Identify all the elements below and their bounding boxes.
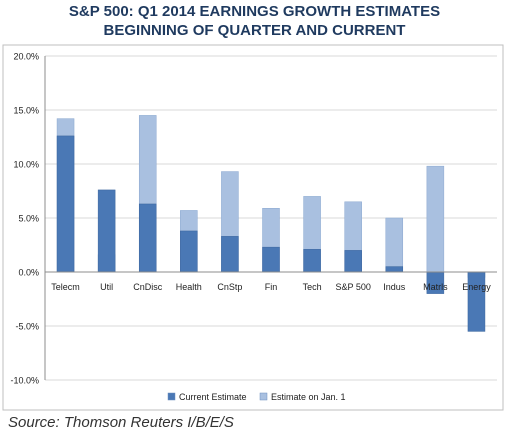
- x-tick-label: Fin: [265, 282, 278, 292]
- x-tick-label: Util: [100, 282, 113, 292]
- chart: -10.0% -5.0% 0.0% 5.0% 10.0% 15.0% 20.0% Telec…: [2, 44, 504, 411]
- bar-current-estimate: [262, 246, 280, 273]
- y-tick-label: 5.0%: [18, 214, 39, 224]
- x-tick-label: Tech: [303, 282, 322, 292]
- x-tick-label: Health: [176, 282, 202, 292]
- chart-border: [2, 44, 504, 411]
- y-tick-label: 20.0%: [13, 52, 39, 62]
- source-note: Source: Thomson Reuters I/B/E/S: [8, 414, 234, 431]
- legend: Current Estimate Estimate on Jan. 1: [167, 392, 346, 402]
- x-tick-label: Energy: [462, 282, 491, 292]
- chart-title: S&P 500: Q1 2014 EARNINGS GROWTH ESTIMAT…: [68, 3, 441, 20]
- y-tick-label: 15.0%: [13, 106, 39, 116]
- bar-current-estimate: [303, 249, 321, 273]
- x-axis-ticks: Telecm Util CnDisc Health CnStp Fin Tech S&P 50…: [51, 282, 491, 292]
- bar-current-estimate: [344, 250, 362, 273]
- legend-swatch: [167, 392, 176, 401]
- y-tick-label: 0.0%: [18, 268, 39, 278]
- x-tick-label: Matrls: [423, 282, 448, 292]
- legend-swatch: [259, 392, 268, 401]
- legend-label: Estimate on Jan. 1: [271, 392, 346, 402]
- x-tick-label: CnStp: [217, 282, 242, 292]
- bar-estimate-jan1: [385, 217, 404, 273]
- y-tick-label: -10.0%: [10, 376, 39, 386]
- bars: [56, 115, 486, 332]
- bar-current-estimate: [97, 189, 116, 273]
- bar-current-estimate: [180, 230, 198, 273]
- chart-subtitle: BEGINNING OF QUARTER AND CURRENT: [103, 22, 406, 39]
- legend-label: Current Estimate: [179, 392, 247, 402]
- bar-current-estimate: [467, 271, 486, 332]
- bar-current-estimate: [56, 135, 75, 273]
- x-tick-label: CnDisc: [133, 282, 163, 292]
- y-axis-ticks: -10.0% -5.0% 0.0% 5.0% 10.0% 15.0% 20.0%: [10, 52, 39, 386]
- x-tick-label: Indus: [383, 282, 406, 292]
- bar-current-estimate: [221, 236, 239, 273]
- y-tick-label: 10.0%: [13, 160, 39, 170]
- x-tick-label: Telecm: [51, 282, 80, 292]
- bar-current-estimate: [138, 203, 157, 273]
- bar-current-estimate: [385, 266, 404, 273]
- x-tick-label: S&P 500: [335, 282, 370, 292]
- bar-estimate-jan1: [426, 165, 445, 273]
- y-tick-label: -5.0%: [15, 322, 39, 332]
